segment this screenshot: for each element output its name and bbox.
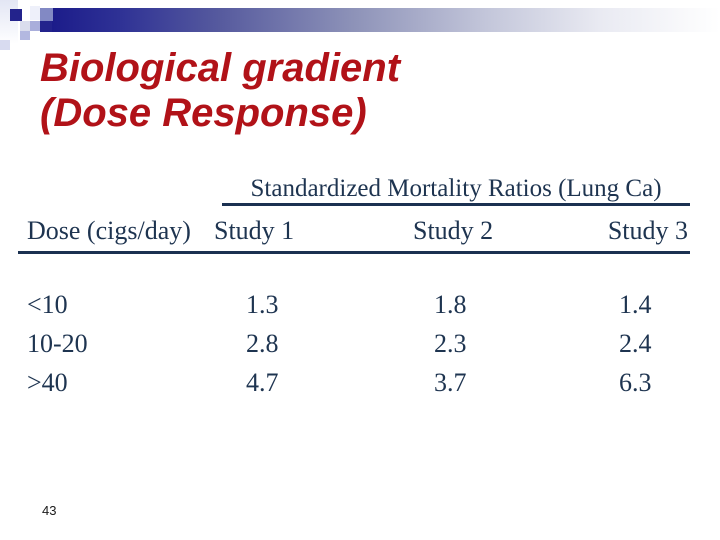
spanner-spacer-cell <box>18 172 210 206</box>
gradient-bar <box>52 8 720 32</box>
decoration-square-edge <box>0 40 10 50</box>
cell-study1-value: 4.7 <box>246 368 279 397</box>
cell-study3-value: 6.3 <box>619 368 652 397</box>
decoration-square-dark <box>10 9 22 21</box>
decoration-square-lavender <box>20 21 30 31</box>
cell-dose: <10 <box>27 290 68 319</box>
decoration-square-slate <box>40 8 53 21</box>
slide-title: Biological gradient (Dose Response) <box>40 46 400 136</box>
col-header-study-3: Study 3 <box>590 206 691 254</box>
cell-study2-value: 1.8 <box>434 290 467 319</box>
col-header-dose: Dose (cigs/day) <box>18 206 210 254</box>
title-line-1: Biological gradient <box>40 46 401 90</box>
decoration-square-medium <box>30 21 40 31</box>
col-header-study-1: Study 1 <box>210 206 390 254</box>
table-row: 10-20 2.8 2.3 2.4 <box>18 318 690 357</box>
cell-study3-value: 2.4 <box>619 329 652 358</box>
title-line-2: (Dose Response) <box>40 91 367 135</box>
cell-study2-value: 2.3 <box>434 329 467 358</box>
col-header-study-2: Study 2 <box>390 206 590 254</box>
spanning-header-row: Standardized Mortality Ratios (Lung Ca) <box>18 172 691 206</box>
decoration-left-strip <box>0 0 18 44</box>
header-decoration <box>0 0 720 60</box>
cell-study2-value: 3.7 <box>434 368 467 397</box>
cell-study1-value: 1.3 <box>246 290 279 319</box>
mortality-ratios-table: Standardized Mortality Ratios (Lung Ca) … <box>18 172 691 396</box>
decoration-square-pale <box>30 6 40 20</box>
cell-dose: >40 <box>27 368 68 397</box>
spanning-header-cell: Standardized Mortality Ratios (Lung Ca) <box>210 172 691 206</box>
cell-dose: 10-20 <box>27 329 88 358</box>
table-row: <10 1.3 1.8 1.4 <box>18 253 690 319</box>
cell-study3-value: 1.4 <box>619 290 652 319</box>
column-header-row: Dose (cigs/day) Study 1 Study 2 Study 3 <box>18 206 691 254</box>
cell-study1-value: 2.8 <box>246 329 279 358</box>
page-number: 43 <box>42 503 57 518</box>
spanning-header-label: Standardized Mortality Ratios (Lung Ca) <box>222 175 691 206</box>
decoration-square-medium-2 <box>20 31 30 40</box>
table-row: >40 4.7 3.7 6.3 <box>18 357 690 396</box>
decoration-square-dark-2 <box>40 21 52 32</box>
